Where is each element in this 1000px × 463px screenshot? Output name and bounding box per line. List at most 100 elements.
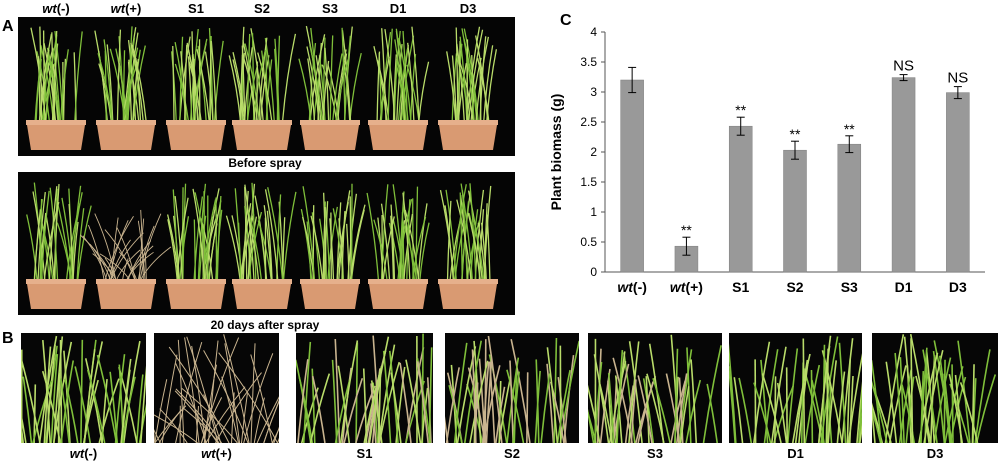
closeup-label-0: wt(-) [69,446,98,461]
leaf-blade [302,186,316,282]
leaf-blade [456,56,470,123]
dead-blade [109,232,144,282]
pot-rim [232,120,292,125]
bar-wt(-) [620,79,644,273]
leaf-blade [652,377,671,443]
leaf-blade [174,196,183,282]
dead-blade [161,354,178,443]
dead-blade [104,216,134,282]
leaf-blade [244,43,261,123]
leaf-blade [872,404,876,443]
leaf-blade [239,26,245,123]
leaf-blade [349,196,352,282]
leaf-blade [637,375,653,443]
closeup-image [588,334,722,443]
leaf-blade [131,44,147,123]
dead-blade [137,220,146,282]
leaf-blade [50,354,59,443]
leaf-blade [526,372,529,443]
leaf-blade [341,211,346,282]
leaf-blade [21,358,41,443]
leaf-blade [395,28,407,123]
leaf-blade [59,49,69,123]
leaf-blade [274,48,279,123]
pot-0 [26,26,86,150]
leaf-blade [62,58,67,123]
dead-blade [139,213,162,282]
dead-blade [138,218,145,282]
leaf-blade [127,39,137,123]
closeup-photo-2 [296,333,433,443]
leaf-blade [197,183,207,282]
leaf-blade [974,349,991,443]
significance-annotation: ** [681,222,692,238]
leaf-blade [975,374,997,443]
y-tick-label: 0 [590,265,597,279]
leaf-blade [53,336,64,443]
column-label-4: S3 [322,1,338,16]
leaf-blade [418,61,430,123]
pot-5 [368,26,430,150]
pot-rim [300,279,360,284]
leaf-blade [399,362,412,443]
leaf-blade [448,384,463,443]
dead-blade [195,406,200,443]
leaf-blade [637,381,654,443]
leaf-blade [888,365,907,443]
closeup-photo-0 [21,333,146,443]
closeup-label-5: D1 [787,446,804,461]
leaf-blade [471,211,485,282]
leaf-blade [179,216,190,282]
leaf-blade [246,33,251,123]
leaf-blade [388,350,399,443]
closeup-photo-6 [872,333,998,443]
leaf-blade [943,359,946,443]
leaf-blade [337,190,351,282]
pot-6 [438,183,498,309]
leaf-blade [21,410,27,443]
leaf-blade [242,190,249,282]
leaf-blade [872,406,882,443]
dead-blade [127,240,152,282]
leaf-blade [42,49,50,123]
leaf-blade [553,337,558,443]
leaf-blade [54,31,64,123]
leaf-blade [266,210,273,282]
leaf-blade [612,357,633,443]
leaf-blade [22,376,33,443]
leaf-blade [184,44,188,123]
closeup-image [729,335,862,443]
leaf-blade [247,211,263,282]
leaf-blade [593,354,610,443]
leaf-blade [787,348,799,443]
closeup-label-3: S2 [504,446,520,461]
leaf-blade [237,222,242,282]
leaf-blade [382,216,395,282]
leaf-blade [624,385,635,443]
closeup-image [154,334,279,443]
leaf-blade [488,361,496,443]
dead-blade [253,397,265,443]
leaf-blade [405,347,425,443]
leaf-blade [174,42,187,123]
pot-1 [79,209,172,309]
dead-blade [175,363,207,443]
leaf-blade [899,357,905,443]
leaf-blade [68,192,83,282]
leaf-blade [417,203,428,282]
leaf-blade [384,28,396,123]
closeup-label-2: S1 [356,446,373,461]
x-tick-label: S3 [841,279,858,295]
dead-blade [140,209,144,282]
leaf-blade [922,349,938,443]
leaf-blade [225,215,241,282]
leaf-blade [332,53,343,123]
leaf-blade [39,26,43,123]
leaf-blade [510,339,531,443]
leaf-blade [109,371,119,443]
pot-body [233,284,291,309]
leaf-blade [398,37,412,123]
leaf-blade [817,335,832,443]
leaf-blade [628,341,640,443]
pot-rim [96,279,156,284]
